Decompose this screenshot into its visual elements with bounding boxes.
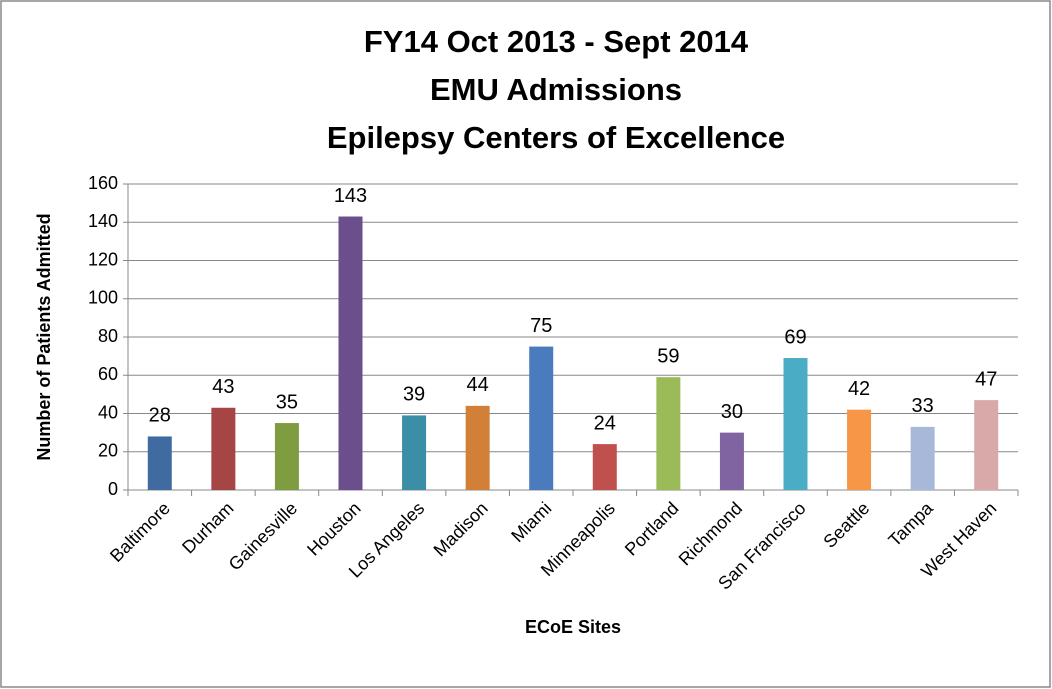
bar bbox=[974, 400, 999, 490]
chart-title: FY14 Oct 2013 - Sept 2014 bbox=[364, 24, 749, 59]
y-tick-label: 100 bbox=[88, 288, 118, 308]
data-label: 143 bbox=[334, 185, 367, 207]
y-tick-label: 140 bbox=[88, 211, 118, 231]
bar bbox=[211, 407, 236, 490]
bar bbox=[338, 216, 363, 490]
y-tick-label: 20 bbox=[98, 441, 118, 461]
chart-title: Epilepsy Centers of Excellence bbox=[327, 120, 785, 155]
y-tick-label: 80 bbox=[98, 326, 118, 346]
data-label: 44 bbox=[467, 374, 489, 396]
x-axis-title: ECoE Sites bbox=[525, 617, 621, 637]
chart-title: EMU Admissions bbox=[430, 72, 682, 107]
data-label: 43 bbox=[212, 376, 234, 398]
data-label: 33 bbox=[912, 395, 934, 417]
bar bbox=[656, 377, 681, 490]
bar bbox=[847, 409, 872, 490]
data-label: 59 bbox=[657, 345, 679, 367]
bar bbox=[719, 432, 744, 490]
data-label: 75 bbox=[530, 315, 552, 337]
data-label: 47 bbox=[975, 368, 997, 390]
bar bbox=[274, 423, 299, 490]
data-label: 28 bbox=[149, 405, 171, 427]
y-tick-label: 60 bbox=[98, 364, 118, 384]
bar bbox=[465, 405, 490, 490]
bar bbox=[402, 415, 427, 490]
bar bbox=[529, 346, 554, 490]
data-label: 42 bbox=[848, 378, 870, 400]
bar bbox=[592, 444, 617, 490]
data-label: 24 bbox=[594, 412, 616, 434]
y-tick-label: 40 bbox=[98, 402, 118, 422]
data-label: 30 bbox=[721, 401, 743, 423]
bar bbox=[147, 436, 172, 490]
data-label: 35 bbox=[276, 391, 298, 413]
data-label: 69 bbox=[784, 326, 806, 348]
y-axis-title: Number of Patients Admitted bbox=[34, 213, 54, 460]
y-tick-label: 120 bbox=[88, 249, 118, 269]
bar bbox=[910, 426, 935, 490]
bar bbox=[783, 358, 808, 490]
y-tick-label: 0 bbox=[108, 479, 118, 499]
y-tick-label: 160 bbox=[88, 173, 118, 193]
data-label: 39 bbox=[403, 384, 425, 406]
